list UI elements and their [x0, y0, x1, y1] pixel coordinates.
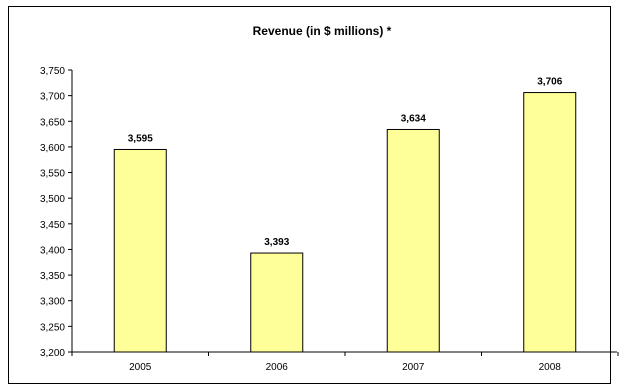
x-tick-label: 2006 [266, 362, 289, 373]
bar-2008 [523, 92, 577, 353]
y-tick-label: 3,350 [40, 271, 65, 282]
y-tick-label: 3,500 [40, 194, 65, 205]
chart-frame [8, 6, 611, 384]
y-tick-label: 3,200 [40, 348, 65, 359]
y-tick-label: 3,600 [40, 143, 65, 154]
data-label: 3,595 [128, 133, 153, 144]
bar-2007 [386, 128, 440, 353]
y-tick-label: 3,400 [40, 245, 65, 256]
y-axis: 3,200 3,250 3,300 3,350 3,400 3,450 3,500 3,550… [40, 66, 73, 359]
bar-2006 [250, 252, 304, 353]
bars: 3,595 3,393 3,634 3,706 [113, 77, 577, 353]
data-label: 3,706 [537, 77, 562, 88]
x-tick-label: 2005 [129, 362, 152, 373]
y-tick-label: 3,250 [40, 322, 65, 333]
x-tick-label: 2007 [402, 362, 425, 373]
data-label: 3,393 [264, 237, 289, 248]
y-tick-label: 3,450 [40, 220, 65, 231]
x-tick-label: 2008 [539, 362, 562, 373]
y-tick-label: 3,300 [40, 297, 65, 308]
data-label: 3,634 [401, 113, 426, 124]
y-tick-label: 3,750 [40, 66, 65, 77]
y-tick-label: 3,650 [40, 117, 65, 128]
y-tick-label: 3,700 [40, 92, 65, 103]
bar-2005 [113, 148, 167, 353]
y-tick-label: 3,550 [40, 169, 65, 180]
x-axis: 2005 2006 2007 2008 [71, 351, 619, 373]
chart-title: Revenue (in $ millions) * [253, 24, 392, 38]
